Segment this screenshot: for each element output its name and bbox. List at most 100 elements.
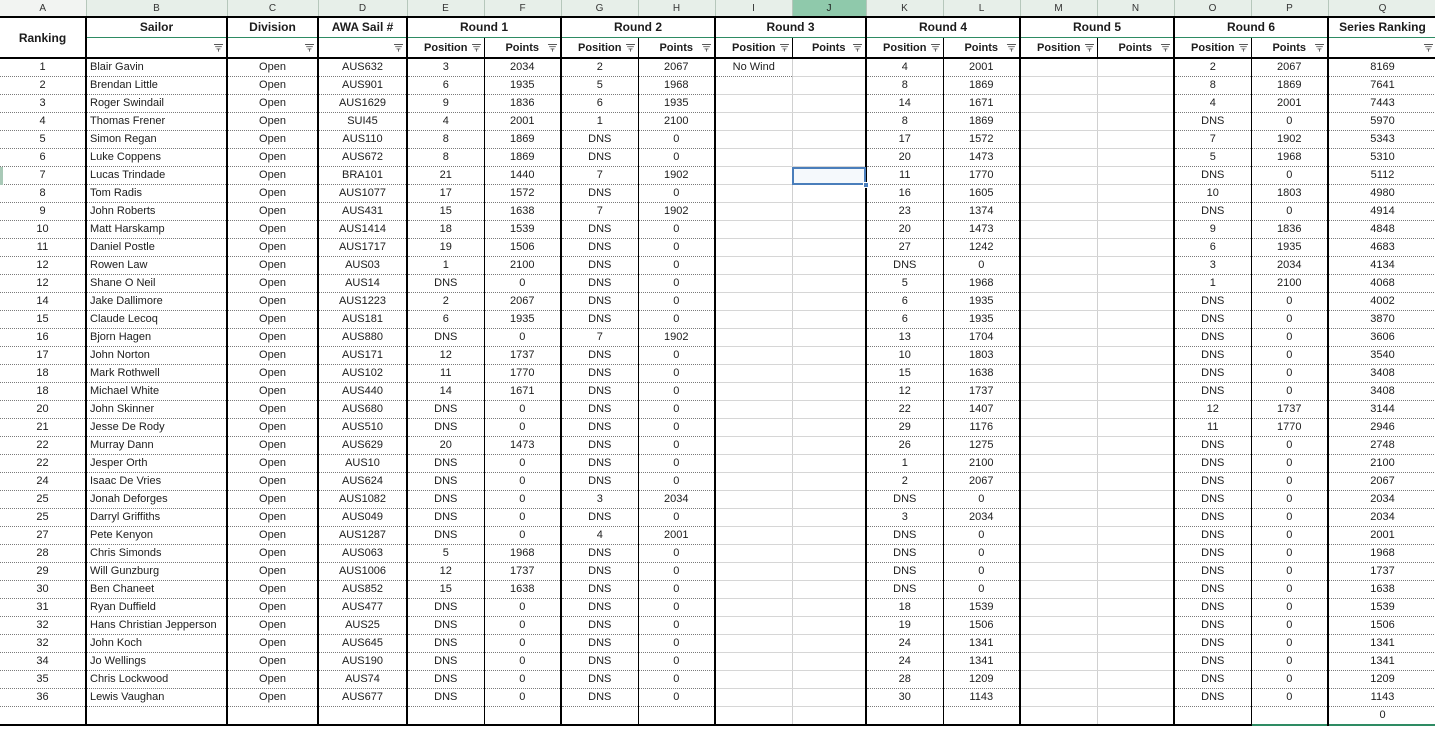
cell-r3-points[interactable]	[792, 184, 867, 203]
table-row[interactable]: 0	[0, 706, 1435, 726]
cell-ranking[interactable]: 6	[0, 148, 87, 167]
subheader-r5-points[interactable]: Points	[1097, 37, 1175, 59]
cell-r2-position[interactable]: DNS	[561, 310, 639, 329]
cell-r2-points[interactable]: 0	[638, 562, 716, 581]
cell-r2-points[interactable]: 0	[638, 274, 716, 293]
cell-series-ranking[interactable]: 1968	[1328, 544, 1435, 563]
cell-sail-number[interactable]: BRA101	[318, 166, 408, 185]
cell-r3-position[interactable]	[715, 94, 793, 113]
cell-r6-position[interactable]: 8	[1174, 76, 1252, 95]
table-row[interactable]: 5 Simon Regan Open AUS110 8 1869 DNS 0 17 1572 7 19…	[0, 130, 1435, 149]
cell-r2-position[interactable]: DNS	[561, 130, 639, 149]
cell-r5-points[interactable]	[1097, 670, 1175, 689]
cell-r3-points[interactable]	[792, 418, 867, 437]
cell-r2-position[interactable]: DNS	[561, 436, 639, 455]
cell-r6-points[interactable]: 0	[1251, 202, 1329, 221]
cell-r5-position[interactable]	[1020, 130, 1098, 149]
cell-r1-position[interactable]	[407, 706, 485, 726]
cell-r4-points[interactable]: 2067	[943, 472, 1021, 491]
column-header-I[interactable]: I	[715, 0, 793, 18]
cell-r5-position[interactable]	[1020, 94, 1098, 113]
cell-r2-points[interactable]: 0	[638, 598, 716, 617]
cell-r1-points[interactable]: 1869	[484, 148, 562, 167]
cell-r5-position[interactable]	[1020, 148, 1098, 167]
cell-r2-position[interactable]: 5	[561, 76, 639, 95]
cell-ranking[interactable]: 9	[0, 202, 87, 221]
cell-r6-position[interactable]: 2	[1174, 58, 1252, 77]
table-row[interactable]: 18 Mark Rothwell Open AUS102 11 1770 DNS 0 15 163…	[0, 364, 1435, 383]
cell-division[interactable]: Open	[227, 58, 319, 77]
cell-r4-points[interactable]: 2001	[943, 58, 1021, 77]
cell-sail-number[interactable]: AUS672	[318, 148, 408, 167]
column-header-P[interactable]: P	[1251, 0, 1329, 18]
cell-ranking[interactable]: 11	[0, 238, 87, 257]
cell-r1-position[interactable]: 21	[407, 166, 485, 185]
cell-division[interactable]: Open	[227, 616, 319, 635]
cell-r5-position[interactable]	[1020, 346, 1098, 365]
cell-series-ranking[interactable]: 1638	[1328, 580, 1435, 599]
cell-r1-position[interactable]: 18	[407, 220, 485, 239]
cell-r6-position[interactable]: 6	[1174, 238, 1252, 257]
cell-ranking[interactable]: 18	[0, 382, 87, 401]
column-header-A[interactable]: A	[0, 0, 87, 18]
cell-r2-points[interactable]: 0	[638, 454, 716, 473]
cell-r3-position[interactable]	[715, 454, 793, 473]
cell-r5-position[interactable]	[1020, 598, 1098, 617]
cell-r3-position[interactable]: No Wind	[715, 58, 793, 77]
cell-sailor[interactable]: John Skinner	[86, 400, 228, 419]
table-body[interactable]: 1 Blair Gavin Open AUS632 3 2034 2 2067 No Wind 4…	[0, 58, 1435, 732]
cell-r4-position[interactable]: 12	[866, 382, 944, 401]
table-row[interactable]: 27 Pete Kenyon Open AUS1287 DNS 0 4 2001 DNS 0 DNS…	[0, 526, 1435, 545]
cell-r1-points[interactable]: 0	[484, 472, 562, 491]
cell-r5-points[interactable]	[1097, 364, 1175, 383]
table-row[interactable]: 14 Jake Dallimore Open AUS1223 2 2067 DNS 0 6 193…	[0, 292, 1435, 311]
cell-division[interactable]: Open	[227, 166, 319, 185]
cell-series-ranking[interactable]: 4683	[1328, 238, 1435, 257]
cell-r3-position[interactable]	[715, 364, 793, 383]
cell-r1-position[interactable]: DNS	[407, 418, 485, 437]
cell-r1-points[interactable]	[484, 706, 562, 726]
cell-division[interactable]: Open	[227, 562, 319, 581]
table-row[interactable]: 35 Chris Lockwood Open AUS74 DNS 0 DNS 0 28 1209 D…	[0, 670, 1435, 689]
cell-r1-position[interactable]: 19	[407, 238, 485, 257]
cell-division[interactable]: Open	[227, 436, 319, 455]
column-header-L[interactable]: L	[943, 0, 1021, 18]
cell-division[interactable]: Open	[227, 148, 319, 167]
cell-r1-points[interactable]: 1737	[484, 346, 562, 365]
cell-r5-position[interactable]	[1020, 472, 1098, 491]
cell-sailor[interactable]: Jonah Deforges	[86, 490, 228, 509]
cell-r6-points[interactable]: 1836	[1251, 220, 1329, 239]
column-header-H[interactable]: H	[638, 0, 716, 18]
cell-r5-position[interactable]	[1020, 112, 1098, 131]
cell-r6-points[interactable]: 0	[1251, 598, 1329, 617]
cell-r6-points[interactable]: 0	[1251, 562, 1329, 581]
cell-r5-position[interactable]	[1020, 616, 1098, 635]
cell-r4-position[interactable]: 10	[866, 346, 944, 365]
cell-ranking[interactable]: 34	[0, 652, 87, 671]
cell-r4-position[interactable]: 20	[866, 148, 944, 167]
cell-r5-points[interactable]	[1097, 454, 1175, 473]
cell-sailor[interactable]: Chris Lockwood	[86, 670, 228, 689]
cell-r5-position[interactable]	[1020, 256, 1098, 275]
cell-r2-position[interactable]: 2	[561, 58, 639, 77]
cell-r4-points[interactable]: 1803	[943, 346, 1021, 365]
cell-r2-points[interactable]: 1902	[638, 202, 716, 221]
cell-r3-points[interactable]	[792, 634, 867, 653]
cell-r5-points[interactable]	[1097, 544, 1175, 563]
cell-sailor[interactable]: Bjorn Hagen	[86, 328, 228, 347]
cell-r2-position[interactable]: 3	[561, 490, 639, 509]
cell-r6-position[interactable]: 7	[1174, 130, 1252, 149]
cell-r4-position[interactable]: 11	[866, 166, 944, 185]
cell-r3-position[interactable]	[715, 436, 793, 455]
cell-r1-position[interactable]: 15	[407, 580, 485, 599]
cell-series-ranking[interactable]: 3870	[1328, 310, 1435, 329]
cell-r4-position[interactable]: 28	[866, 670, 944, 689]
cell-division[interactable]: Open	[227, 202, 319, 221]
filter-dropdown-icon[interactable]	[625, 42, 636, 53]
cell-sail-number[interactable]: AUS102	[318, 364, 408, 383]
table-row[interactable]: 2 Brendan Little Open AUS901 6 1935 5 1968 8 1869…	[0, 76, 1435, 95]
cell-r6-position[interactable]	[1174, 706, 1252, 726]
cell-r6-position[interactable]: DNS	[1174, 670, 1252, 689]
column-header-E[interactable]: E	[407, 0, 485, 18]
